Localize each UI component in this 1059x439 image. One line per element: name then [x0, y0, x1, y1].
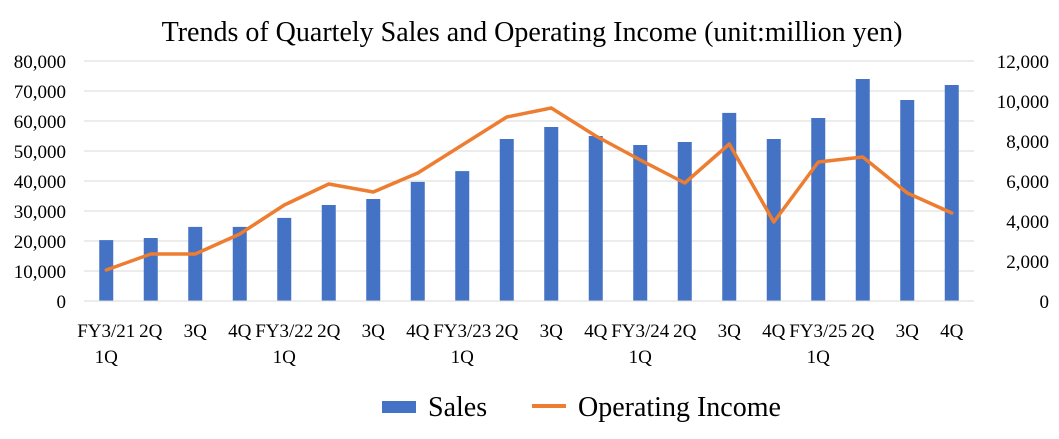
legend-sales-label: Sales	[428, 392, 487, 423]
sales-bar	[722, 112, 737, 302]
sales-bar	[677, 142, 692, 301]
operating-income-point	[239, 233, 241, 235]
sales-bar	[855, 79, 870, 301]
category-label: 2Q	[673, 321, 697, 342]
sales-bar	[499, 139, 514, 301]
operating-income-line	[104, 106, 954, 272]
left-tick-label: 80,000	[14, 52, 66, 73]
operating-income-point	[283, 204, 285, 206]
category-label: 3Q	[540, 321, 564, 342]
category-label: FY3/22 1Q	[255, 321, 313, 368]
right-tick-label: 8,000	[1006, 132, 1049, 153]
right-tick-label: 10,000	[997, 92, 1049, 113]
sales-bar	[633, 145, 648, 301]
operating-income-point	[906, 192, 908, 194]
left-tick-label: 50,000	[14, 142, 66, 163]
sales-bar	[944, 85, 959, 301]
category-label: FY3/24 1Q	[611, 321, 670, 368]
operating-income-point	[417, 172, 419, 174]
legend-sales-swatch	[382, 401, 416, 413]
operating-income-point	[951, 212, 953, 214]
category-label: 4Q	[762, 321, 786, 342]
sales-bar	[455, 171, 470, 301]
operating-income-point	[105, 269, 107, 271]
left-tick-label: 60,000	[14, 112, 66, 133]
category-label: 2Q	[139, 321, 163, 342]
gridlines	[84, 60, 974, 302]
right-tick-label: 4,000	[1006, 212, 1049, 233]
sales-bar	[811, 118, 826, 301]
operating-income-point	[506, 116, 508, 118]
operating-income-point	[372, 191, 374, 193]
operating-income-point	[194, 253, 196, 255]
sales-bar	[900, 100, 915, 301]
sales-bar	[544, 127, 559, 301]
category-label: FY3/25 1Q	[789, 321, 847, 368]
left-tick-label: 20,000	[14, 232, 66, 253]
right-tick-label: 12,000	[997, 52, 1049, 73]
operating-income-point	[817, 161, 819, 163]
category-label: 4Q	[940, 321, 964, 342]
sales-bar	[321, 205, 336, 301]
operating-income-point	[684, 182, 686, 184]
category-label: 4Q	[406, 321, 430, 342]
left-tick-label: 30,000	[14, 202, 66, 223]
category-label: FY3/21 1Q	[77, 321, 135, 368]
operating-income-series-line	[104, 106, 954, 272]
category-label: 3Q	[718, 321, 742, 342]
left-tick-label: 70,000	[14, 82, 66, 103]
sales-bar	[188, 226, 203, 301]
category-label: 2Q	[495, 321, 519, 342]
right-tick-label: 2,000	[1006, 252, 1049, 273]
sales-bar	[143, 238, 158, 301]
legend: Sales Operating Income	[382, 392, 781, 423]
operating-income-point	[595, 135, 597, 137]
category-label: FY3/23 1Q	[433, 321, 491, 368]
category-label: 2Q	[851, 321, 875, 342]
operating-income-point	[639, 159, 641, 161]
sales-bar	[232, 226, 247, 301]
operating-income-point	[150, 253, 152, 255]
left-tick-label: 10,000	[14, 262, 66, 283]
right-tick-label: 6,000	[1006, 172, 1049, 193]
left-tick-label: 40,000	[14, 172, 66, 193]
left-tick-label: 0	[57, 292, 67, 313]
category-label: 3Q	[362, 321, 386, 342]
category-label: 2Q	[317, 321, 341, 342]
category-label: 4Q	[228, 321, 252, 342]
operating-income-point	[461, 144, 463, 146]
operating-income-point	[550, 107, 552, 109]
right-tick-label: 0	[1040, 292, 1050, 313]
sales-bar	[366, 199, 381, 301]
sales-bar	[410, 181, 425, 301]
legend-operating-income-label: Operating Income	[578, 392, 781, 423]
sales-bar	[277, 217, 292, 301]
left-axis: 0 10,000 20,000 30,000 40,000 50,000 60,000 70,…	[14, 52, 66, 313]
category-label: 4Q	[584, 321, 608, 342]
category-label: 3Q	[184, 321, 208, 342]
operating-income-point	[862, 156, 864, 158]
chart-title: Trends of Quartely Sales and Operating I…	[162, 17, 903, 48]
operating-income-point	[328, 183, 330, 185]
category-label: 3Q	[896, 321, 920, 342]
operating-income-point	[728, 143, 730, 145]
sales-bar	[588, 136, 603, 301]
operating-income-point	[773, 221, 775, 223]
right-axis: 0 2,000 4,000 6,000 8,000 10,000 12,000	[997, 52, 1049, 313]
